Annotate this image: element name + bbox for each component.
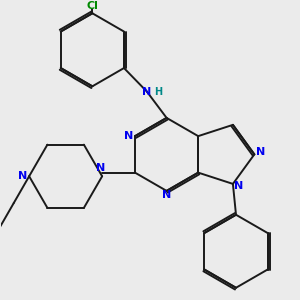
Text: N: N bbox=[96, 163, 106, 173]
Text: N: N bbox=[124, 131, 134, 141]
Text: N: N bbox=[256, 147, 266, 157]
Text: N: N bbox=[18, 171, 28, 181]
Text: H: H bbox=[154, 87, 162, 97]
Text: N: N bbox=[234, 181, 244, 191]
Text: N: N bbox=[142, 87, 152, 97]
Text: Cl: Cl bbox=[86, 1, 98, 10]
Text: N: N bbox=[162, 190, 171, 200]
